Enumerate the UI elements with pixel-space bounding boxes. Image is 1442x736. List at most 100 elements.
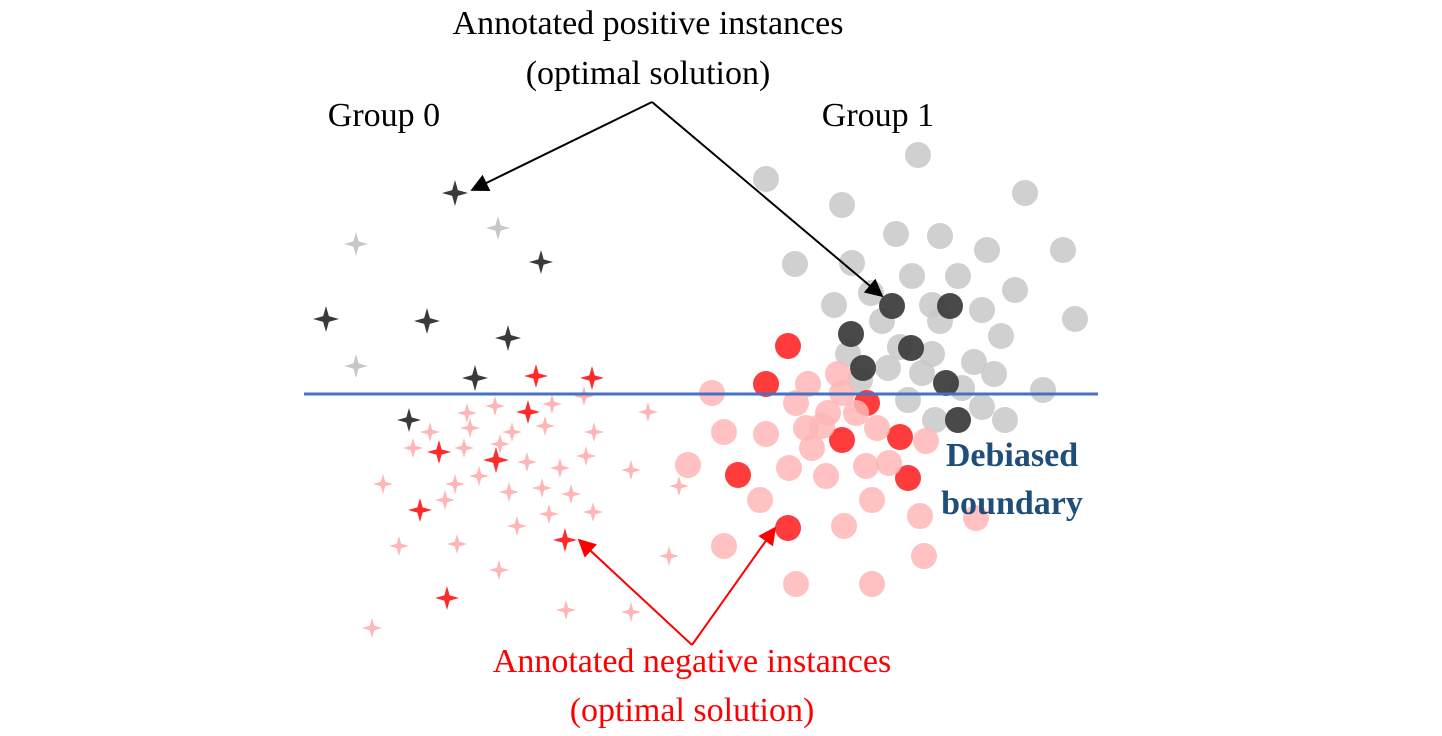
instance-circle: [711, 533, 737, 559]
instance-circle: [927, 223, 953, 249]
instance-star: [584, 422, 604, 442]
instance-circle: [875, 355, 901, 381]
instance-star: [489, 560, 509, 580]
instance-star: [507, 516, 527, 536]
instance-circle: [783, 390, 809, 416]
annotated-instance-circle: [838, 321, 864, 347]
instance-star: [574, 386, 594, 406]
annotated-instance-star: [495, 325, 521, 351]
instance-circle: [883, 221, 909, 247]
group0-label: Group 0: [328, 97, 440, 134]
instance-star: [535, 416, 555, 436]
instance-circle: [988, 323, 1014, 349]
instance-circle: [813, 463, 839, 489]
instance-star: [550, 458, 570, 478]
instance-star: [373, 474, 393, 494]
instance-circle: [747, 487, 773, 513]
instance-circle: [969, 297, 995, 323]
instance-star: [638, 402, 658, 422]
instance-star: [499, 482, 519, 502]
boundary-label-line2: boundary: [941, 485, 1083, 522]
instance-circle: [1062, 306, 1088, 332]
instance-circle: [974, 237, 1000, 263]
annotated-instance-circle: [829, 427, 855, 453]
annotated-instance-star: [408, 498, 432, 522]
instance-circle: [783, 571, 809, 597]
instance-star: [669, 476, 689, 496]
negative-annotation-arrows: [577, 526, 777, 646]
annotated-instance-star: [580, 366, 604, 390]
instance-circle: [1012, 180, 1038, 206]
instance-circle: [1002, 277, 1028, 303]
instance-circle: [945, 263, 971, 289]
instance-circle: [895, 387, 921, 413]
instance-star: [517, 452, 537, 472]
positive-annotation-arrows: [470, 101, 884, 298]
group0-instances: [313, 180, 689, 638]
annotated-instance-circle: [775, 515, 801, 541]
instance-star: [621, 460, 641, 480]
annotated-instance-star: [516, 400, 540, 424]
negative-title-line1: Annotated negative instances: [493, 643, 891, 680]
group1-label: Group 1: [822, 97, 934, 134]
instance-star: [542, 394, 562, 414]
instance-circle: [753, 421, 779, 447]
instance-star: [469, 466, 489, 486]
instance-star: [460, 418, 480, 438]
instance-star: [447, 534, 467, 554]
annotated-instance-circle: [898, 335, 924, 361]
instance-star: [490, 434, 510, 454]
instance-circle: [909, 360, 935, 386]
annotated-instance-circle: [933, 370, 959, 396]
annotated-instance-circle: [895, 465, 921, 491]
instance-circle: [992, 407, 1018, 433]
instance-circle: [961, 349, 987, 375]
group1-instances: [675, 142, 1088, 597]
annotated-instance-star: [524, 364, 548, 388]
instance-star: [403, 438, 423, 458]
annotated-instance-circle: [775, 333, 801, 359]
instance-circle: [829, 192, 855, 218]
instance-star: [621, 602, 641, 622]
instance-star: [561, 484, 581, 504]
instance-circle: [799, 435, 825, 461]
instance-circle: [853, 453, 879, 479]
instance-circle: [981, 361, 1007, 387]
annotated-instance-circle: [879, 293, 905, 319]
annotated-instance-star: [435, 586, 459, 610]
annotated-instance-star: [313, 306, 339, 332]
instance-circle: [899, 263, 925, 289]
instance-star: [445, 474, 465, 494]
instance-star: [389, 536, 409, 556]
instance-circle: [907, 503, 933, 529]
instance-circle: [1050, 237, 1076, 263]
instance-circle: [793, 415, 819, 441]
instance-circle: [859, 487, 885, 513]
instance-circle: [864, 415, 890, 441]
instance-star: [659, 546, 679, 566]
instance-circle: [905, 142, 931, 168]
instance-circle: [963, 505, 989, 531]
instance-star: [502, 422, 522, 442]
instance-star: [486, 216, 510, 240]
annotated-instance-circle: [753, 371, 779, 397]
instance-circle: [753, 166, 779, 192]
annotated-instance-star: [553, 528, 577, 552]
annotated-instance-circle: [937, 293, 963, 319]
instance-circle: [911, 543, 937, 569]
annotated-instance-circle: [887, 424, 913, 450]
annotated-instance-star: [414, 308, 440, 334]
instance-star: [344, 232, 368, 256]
instance-circle: [821, 292, 847, 318]
instance-circle: [876, 450, 902, 476]
annotated-instance-star: [462, 365, 488, 391]
instance-circle: [776, 455, 802, 481]
instance-star: [583, 502, 603, 522]
instance-circle: [913, 428, 939, 454]
instance-star: [556, 600, 576, 620]
instance-star: [362, 618, 382, 638]
positive-title-line1: Annotated positive instances: [453, 5, 844, 42]
instance-star: [435, 490, 455, 510]
instance-star: [576, 446, 596, 466]
